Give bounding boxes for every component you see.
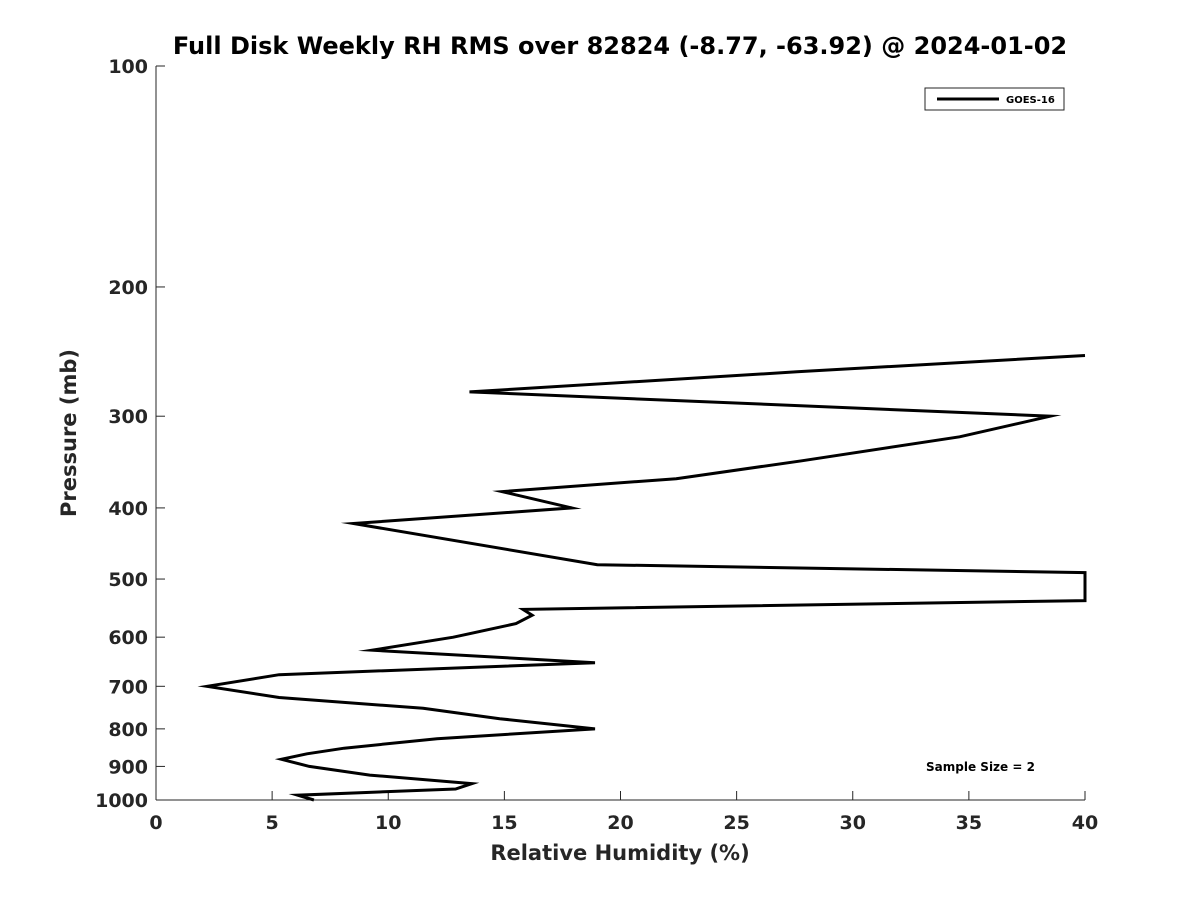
y-tick-label: 500 [108,569,148,591]
plot-area: 0 5 10 15 20 25 30 35 40 100 200 300 400 500 600 700 80… [95,56,1098,834]
x-tick-label: 10 [375,812,401,834]
x-tick-label: 40 [1072,812,1098,834]
y-ticks: 100 200 300 400 500 600 700 800 900 1000 [95,56,165,812]
x-tick-label: 5 [266,812,279,834]
x-ticks: 0 5 10 15 20 25 30 35 40 [149,791,1098,834]
x-tick-label: 20 [607,812,633,834]
x-tick-label: 30 [840,812,866,834]
series-line-goes-16 [197,354,1087,802]
y-tick-label: 900 [108,756,148,778]
y-tick-label: 100 [108,56,148,78]
sample-size-annotation: Sample Size = 2 [926,760,1035,774]
y-tick-label: 700 [108,676,148,698]
x-tick-label: 35 [956,812,982,834]
y-tick-label: 600 [108,627,148,649]
legend: GOES-16 [924,87,1065,111]
x-tick-label: 0 [149,812,162,834]
x-axis-label: Relative Humidity (%) [490,841,749,865]
series-layer [197,354,1087,802]
x-tick-label: 25 [723,812,749,834]
y-tick-label: 200 [108,277,148,299]
y-axis-label: Pressure (mb) [57,349,81,517]
y-tick-label: 400 [108,498,148,520]
legend-label-goes-16: GOES-16 [1006,95,1055,106]
y-tick-label: 1000 [95,790,148,812]
y-tick-label: 800 [108,719,148,741]
y-tick-label: 300 [108,406,148,428]
x-tick-label: 15 [491,812,517,834]
chart-title: Full Disk Weekly RH RMS over 82824 (-8.7… [173,32,1067,60]
